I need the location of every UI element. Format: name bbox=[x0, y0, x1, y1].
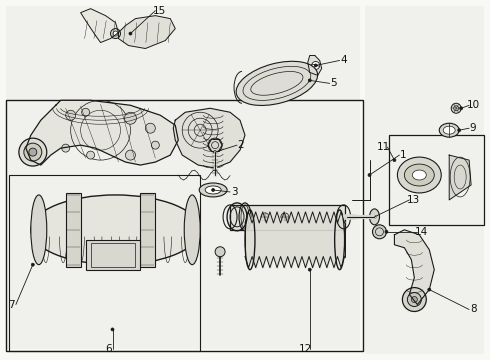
Polygon shape bbox=[119, 15, 175, 49]
Circle shape bbox=[308, 79, 311, 82]
Bar bbox=[6, 100, 363, 351]
Bar bbox=[66, 193, 81, 267]
Text: 1: 1 bbox=[400, 150, 407, 160]
Circle shape bbox=[215, 247, 225, 257]
Text: 8: 8 bbox=[470, 305, 476, 315]
Bar bbox=[390, 135, 484, 225]
Circle shape bbox=[208, 138, 222, 152]
Polygon shape bbox=[308, 55, 322, 75]
Circle shape bbox=[393, 159, 396, 162]
Polygon shape bbox=[449, 155, 471, 200]
Circle shape bbox=[87, 151, 95, 159]
Text: 15: 15 bbox=[153, 6, 166, 15]
Circle shape bbox=[125, 150, 135, 160]
Ellipse shape bbox=[369, 209, 379, 225]
Circle shape bbox=[212, 189, 215, 192]
Text: 13: 13 bbox=[407, 195, 420, 205]
Text: 7: 7 bbox=[9, 300, 15, 310]
Circle shape bbox=[261, 213, 269, 221]
Circle shape bbox=[451, 103, 461, 113]
Circle shape bbox=[314, 64, 317, 67]
Text: 14: 14 bbox=[415, 227, 428, 237]
Ellipse shape bbox=[199, 183, 227, 197]
Circle shape bbox=[281, 213, 289, 221]
Circle shape bbox=[308, 268, 311, 271]
Text: 10: 10 bbox=[466, 100, 480, 110]
Polygon shape bbox=[26, 100, 178, 165]
Circle shape bbox=[111, 28, 121, 39]
Text: 9: 9 bbox=[470, 123, 476, 133]
Text: 3: 3 bbox=[231, 187, 237, 197]
Polygon shape bbox=[394, 230, 434, 305]
Ellipse shape bbox=[372, 225, 387, 239]
Circle shape bbox=[412, 297, 417, 302]
Circle shape bbox=[428, 288, 431, 291]
Bar bbox=[365, 6, 484, 354]
Bar bbox=[230, 205, 344, 230]
Text: 11: 11 bbox=[377, 142, 390, 152]
Bar bbox=[86, 240, 141, 270]
Polygon shape bbox=[81, 9, 119, 42]
Circle shape bbox=[368, 174, 371, 176]
Text: 12: 12 bbox=[299, 345, 313, 354]
Circle shape bbox=[402, 288, 426, 311]
Ellipse shape bbox=[31, 195, 47, 265]
Text: 6: 6 bbox=[105, 345, 112, 354]
Text: 4: 4 bbox=[341, 55, 347, 66]
Circle shape bbox=[113, 31, 118, 36]
Circle shape bbox=[312, 62, 319, 69]
Circle shape bbox=[19, 138, 47, 166]
Circle shape bbox=[458, 129, 461, 132]
Bar bbox=[91, 243, 135, 267]
Ellipse shape bbox=[205, 186, 221, 194]
Ellipse shape bbox=[404, 164, 434, 186]
Circle shape bbox=[129, 32, 132, 35]
Ellipse shape bbox=[236, 61, 318, 105]
Ellipse shape bbox=[397, 157, 441, 193]
Circle shape bbox=[24, 143, 42, 161]
Circle shape bbox=[124, 112, 136, 124]
Circle shape bbox=[407, 293, 421, 306]
Circle shape bbox=[31, 263, 34, 266]
Ellipse shape bbox=[413, 170, 426, 180]
Circle shape bbox=[66, 110, 75, 120]
Bar bbox=[6, 6, 360, 349]
Circle shape bbox=[111, 328, 114, 331]
Circle shape bbox=[82, 108, 90, 116]
Circle shape bbox=[151, 141, 159, 149]
Bar bbox=[9, 175, 200, 351]
Text: 2: 2 bbox=[238, 140, 245, 150]
Ellipse shape bbox=[184, 195, 200, 265]
Polygon shape bbox=[173, 108, 245, 168]
Circle shape bbox=[460, 107, 463, 110]
Ellipse shape bbox=[443, 126, 455, 134]
Circle shape bbox=[146, 123, 155, 133]
Ellipse shape bbox=[31, 195, 200, 265]
Circle shape bbox=[62, 144, 70, 152]
Circle shape bbox=[214, 150, 217, 154]
Ellipse shape bbox=[439, 123, 459, 137]
Circle shape bbox=[29, 148, 37, 156]
Text: 5: 5 bbox=[330, 78, 337, 88]
Circle shape bbox=[385, 230, 388, 233]
Bar bbox=[141, 193, 155, 267]
Circle shape bbox=[373, 215, 376, 219]
